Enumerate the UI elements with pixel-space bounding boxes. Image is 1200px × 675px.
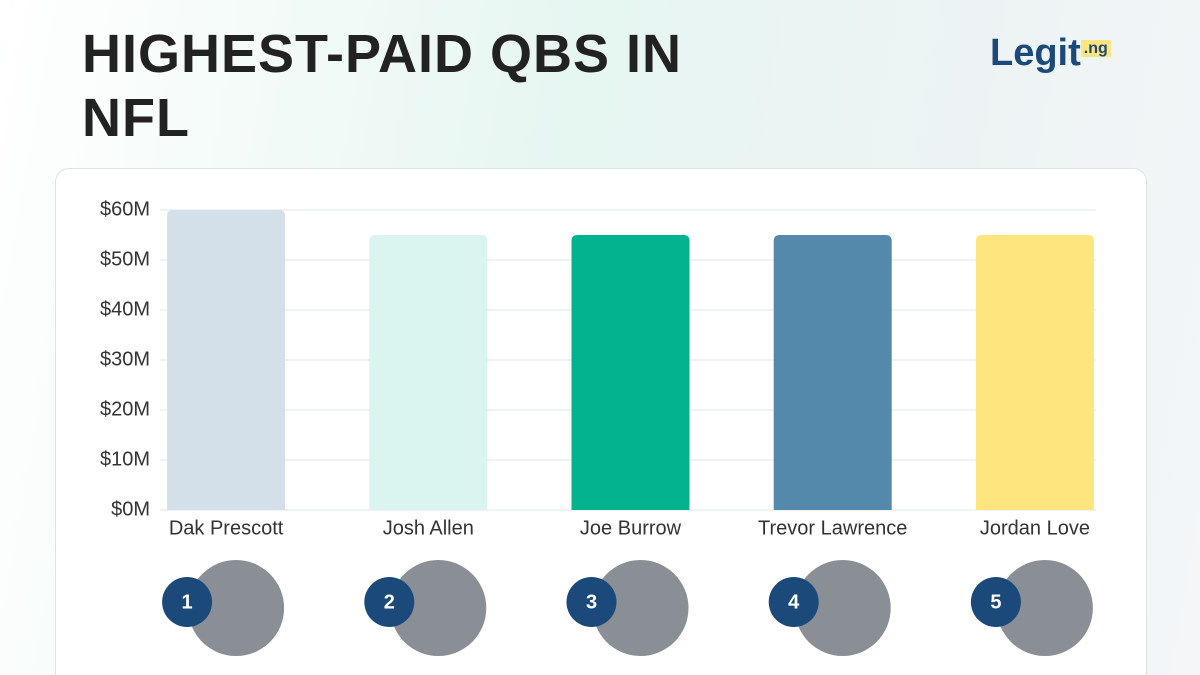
rank-badge [768,577,819,627]
y-tick-label: $30M [100,348,150,370]
x-tick-label: Josh Allen [383,517,474,539]
x-tick-label: Jordan Love [980,517,1090,539]
rank-number: 4 [788,591,800,613]
player-photo [794,560,891,656]
rank-number: 5 [990,591,1001,613]
player-photo [188,560,285,656]
logo: Legit .ng [990,32,1111,75]
x-tick-label: Dak Prescott [169,517,284,539]
y-tick-label: $0M [111,498,150,520]
bar [571,235,690,510]
y-tick-label: $10M [100,448,150,470]
bar [369,235,488,510]
rank-badge [970,577,1021,627]
y-tick-label: $40M [100,298,150,320]
logo-text: Legit [990,32,1081,74]
player-photo [592,560,689,656]
bar [773,235,892,510]
rank-badge [566,577,617,627]
rank-badge [162,577,213,627]
player-photo [996,560,1093,656]
rank-badge [364,577,415,627]
x-tick-label: Trevor Lawrence [758,517,907,539]
x-tick-label: Joe Burrow [580,517,682,539]
chart-title: HIGHEST-PAID QBS IN NFL [82,24,683,148]
rank-number: 2 [384,591,395,613]
player-photo [390,560,487,656]
bar [975,235,1094,510]
logo-suffix: .ng [1080,40,1111,57]
y-tick-label: $60M [100,198,150,220]
y-tick-label: $50M [100,248,150,270]
rank-number: 3 [586,591,597,613]
rank-number: 1 [182,591,193,613]
bar [167,210,286,510]
y-tick-label: $20M [100,398,150,420]
